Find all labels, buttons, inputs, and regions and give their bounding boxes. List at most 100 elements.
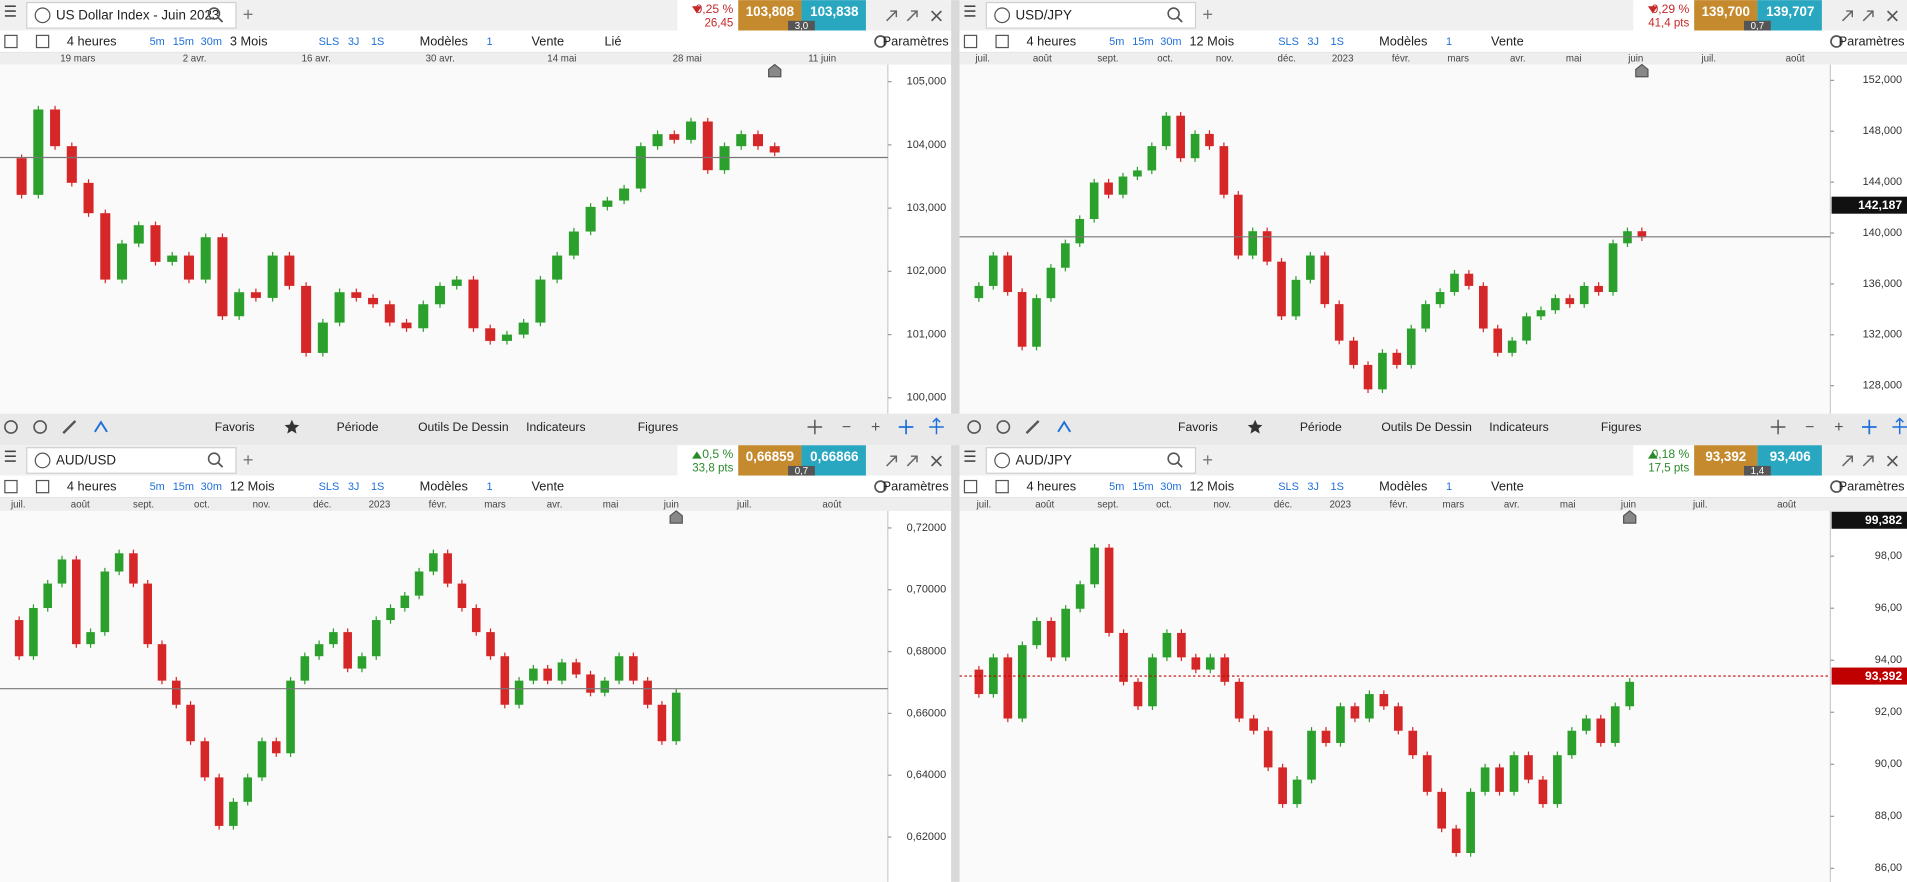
toolbar-item[interactable]: SLS <box>319 481 340 493</box>
toolbar-item[interactable]: 1S <box>371 36 384 48</box>
toolbar-item[interactable]: 15m <box>173 36 194 48</box>
toolbar-item[interactable]: 5m <box>150 36 165 48</box>
toolbar-item[interactable]: 4 heures <box>1026 479 1076 494</box>
toolbar-item[interactable]: 1 <box>486 481 492 493</box>
window-icon[interactable] <box>886 10 898 22</box>
toolbar-item[interactable]: 1S <box>1331 36 1344 48</box>
toolbar-item[interactable]: Modèles <box>420 479 468 494</box>
expand-icon[interactable] <box>929 417 944 435</box>
expand-icon[interactable] <box>1892 417 1907 435</box>
pen-icon[interactable] <box>1025 420 1040 434</box>
toolbar-item[interactable]: 3J <box>348 36 360 48</box>
window-icon[interactable] <box>1842 455 1854 467</box>
toolbar-item[interactable]: 5m <box>150 481 165 493</box>
zoom-icon[interactable]: − <box>1805 419 1814 436</box>
toolbar-item[interactable]: Modèles <box>1379 33 1427 48</box>
toolbar-button[interactable]: Figures <box>638 420 679 434</box>
new-tab[interactable]: + <box>1202 449 1213 470</box>
toolbar-item[interactable]: 3J <box>1307 36 1319 48</box>
layout-icon[interactable] <box>995 479 1009 494</box>
tab[interactable] <box>985 447 1197 474</box>
toolbar-item[interactable]: 12 Mois <box>230 479 275 494</box>
toolbar-item[interactable]: SLS <box>1278 36 1299 48</box>
settings[interactable]: Paramètres <box>1839 33 1905 48</box>
close-icon[interactable] <box>931 10 942 22</box>
pen-icon[interactable] <box>62 420 77 434</box>
toolbar-item[interactable]: 30m <box>1160 36 1181 48</box>
refresh-icon[interactable] <box>4 420 18 434</box>
search-icon[interactable] <box>1167 7 1180 20</box>
settings-icon[interactable] <box>1830 35 1843 48</box>
toolbar-item[interactable]: Vente <box>1491 479 1524 494</box>
toolbar-item[interactable]: 30m <box>201 36 222 48</box>
toolbar-button[interactable]: Indicateurs <box>526 420 585 434</box>
zoom-icon[interactable]: + <box>1834 419 1843 436</box>
settings[interactable]: Paramètres <box>883 479 949 494</box>
settings-icon[interactable] <box>1830 480 1843 493</box>
toolbar-item[interactable]: 15m <box>1132 481 1153 493</box>
toolbar-item[interactable]: 4 heures <box>67 33 117 48</box>
toolbar-item[interactable]: 1 <box>1446 481 1452 493</box>
toolbar-button[interactable]: Période <box>337 420 379 434</box>
toolbar-item[interactable]: Modèles <box>420 33 468 48</box>
layout-icon[interactable] <box>35 479 50 494</box>
toolbar-item[interactable]: 12 Mois <box>1189 33 1234 48</box>
toolbar-item[interactable]: 5m <box>1109 36 1124 48</box>
toolbar-item[interactable]: 15m <box>1132 36 1153 48</box>
toolbar-item[interactable]: 1 <box>1446 36 1452 48</box>
search-icon[interactable] <box>1167 452 1180 465</box>
layout-icon[interactable] <box>995 34 1009 49</box>
favorite-star[interactable] <box>284 419 300 434</box>
cancel-icon[interactable] <box>996 420 1011 434</box>
zoom-icon[interactable]: + <box>871 419 880 436</box>
tab[interactable] <box>26 1 237 29</box>
settings-icon[interactable] <box>874 35 887 48</box>
toolbar-button[interactable]: Indicateurs <box>1489 420 1548 434</box>
tab[interactable] <box>985 1 1197 29</box>
toolbar-button[interactable]: Favoris <box>1178 420 1218 434</box>
toolbar-item[interactable]: 12 Mois <box>1189 479 1234 494</box>
layout-icon[interactable] <box>35 34 50 49</box>
window-icon[interactable] <box>1862 455 1874 467</box>
search-icon[interactable] <box>207 452 221 465</box>
toolbar-item[interactable]: 4 heures <box>67 479 117 494</box>
window-icon[interactable] <box>1862 10 1874 22</box>
toolbar-item[interactable]: 3J <box>1307 481 1319 493</box>
refresh-icon[interactable] <box>967 420 982 434</box>
cancel-icon[interactable] <box>33 420 48 434</box>
toolbar-button[interactable]: Figures <box>1601 420 1642 434</box>
crosshair-icon[interactable] <box>898 419 914 435</box>
settings[interactable]: Paramètres <box>883 33 949 48</box>
toolbar-item[interactable]: 30m <box>201 481 222 493</box>
toolbar-item[interactable]: 1S <box>1331 481 1344 493</box>
toolbar-item[interactable]: Vente <box>1491 33 1524 48</box>
toolbar-item[interactable]: 1S <box>371 481 384 493</box>
toolbar-item[interactable]: Lié <box>604 33 621 48</box>
toolbar-item[interactable]: 3 Mois <box>230 33 268 48</box>
list-icon[interactable] <box>4 479 18 494</box>
window-icon[interactable] <box>1842 10 1854 22</box>
toolbar-item[interactable]: 30m <box>1160 481 1181 493</box>
cursor-icon[interactable] <box>94 420 108 433</box>
toolbar-button[interactable]: Outils De Dessin <box>1381 420 1472 434</box>
zoom-icon[interactable]: − <box>842 419 851 436</box>
new-tab[interactable]: + <box>1202 4 1213 25</box>
toolbar-item[interactable]: SLS <box>1278 481 1299 493</box>
list-icon[interactable] <box>4 34 18 49</box>
window-icon[interactable] <box>906 455 918 467</box>
toolbar-button[interactable]: Favoris <box>215 420 255 434</box>
toolbar-item[interactable]: 4 heures <box>1026 33 1076 48</box>
toolbar-item[interactable]: Vente <box>531 479 564 494</box>
toolbar-item[interactable]: 5m <box>1109 481 1124 493</box>
settings-icon[interactable] <box>874 480 887 493</box>
crosshair-icon[interactable] <box>1862 419 1877 435</box>
toolbar-button[interactable]: Période <box>1300 420 1342 434</box>
fit-icon[interactable] <box>1770 419 1786 435</box>
close-icon[interactable] <box>931 455 942 467</box>
toolbar-item[interactable]: Modèles <box>1379 479 1427 494</box>
list-icon[interactable] <box>963 479 978 494</box>
cursor-icon[interactable] <box>1057 420 1072 433</box>
favorite-star[interactable] <box>1247 419 1263 434</box>
tab[interactable] <box>26 447 237 474</box>
fit-icon[interactable] <box>807 419 823 435</box>
